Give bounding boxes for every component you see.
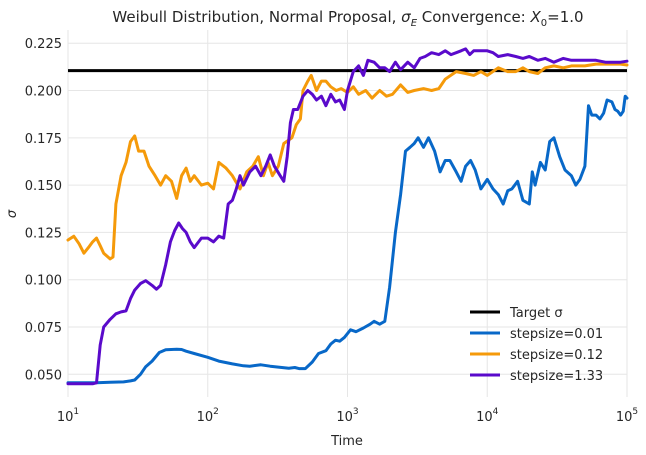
- x-axis-ticks: 101 102 103 104 105: [57, 407, 638, 425]
- x-tick-label: 101: [57, 407, 79, 425]
- legend-label: stepsize=0.01: [510, 327, 603, 342]
- legend-label: stepsize=1.33: [510, 369, 603, 384]
- y-tick-label: 0.100: [25, 274, 62, 289]
- x-tick-label: 105: [616, 407, 638, 425]
- title-x: X: [530, 8, 542, 26]
- x-tick-label: 102: [197, 407, 219, 425]
- x-axis-label: Time: [330, 434, 363, 449]
- y-tick-label: 0.150: [25, 179, 62, 194]
- y-axis-ticks: 0.050 0.075 0.100 0.125 0.150 0.175 0.200 0.225: [25, 37, 62, 383]
- legend: Target σ stepsize=0.01 stepsize=0.12 stepsi…: [470, 306, 603, 384]
- series-line: [66, 94, 629, 385]
- x-tick-label: 103: [336, 407, 358, 425]
- title-prefix: Weibull Distribution, Normal Proposal,: [112, 8, 401, 26]
- y-tick-label: 0.200: [25, 85, 62, 100]
- title-middle: Convergence:: [417, 8, 531, 26]
- chart-title: Weibull Distribution, Normal Proposal, σ…: [112, 8, 583, 29]
- legend-label: Target σ: [509, 306, 563, 321]
- legend-label: stepsize=0.12: [510, 348, 603, 363]
- y-axis-label: σ: [5, 209, 20, 218]
- title-sigma: σ: [401, 8, 411, 26]
- title-sigma-sub: E: [411, 18, 418, 29]
- x-tick-label: 104: [476, 407, 499, 425]
- y-tick-label: 0.050: [25, 368, 62, 383]
- y-tick-label: 0.075: [25, 321, 62, 336]
- series-line: [66, 47, 629, 386]
- y-tick-label: 0.225: [25, 37, 62, 52]
- y-tick-label: 0.175: [25, 132, 62, 147]
- title-x-sub: 0: [541, 18, 547, 29]
- series-layer: [66, 47, 629, 386]
- series-line: [66, 62, 629, 261]
- title-suffix: =1.0: [547, 8, 583, 26]
- y-tick-label: 0.125: [25, 226, 62, 241]
